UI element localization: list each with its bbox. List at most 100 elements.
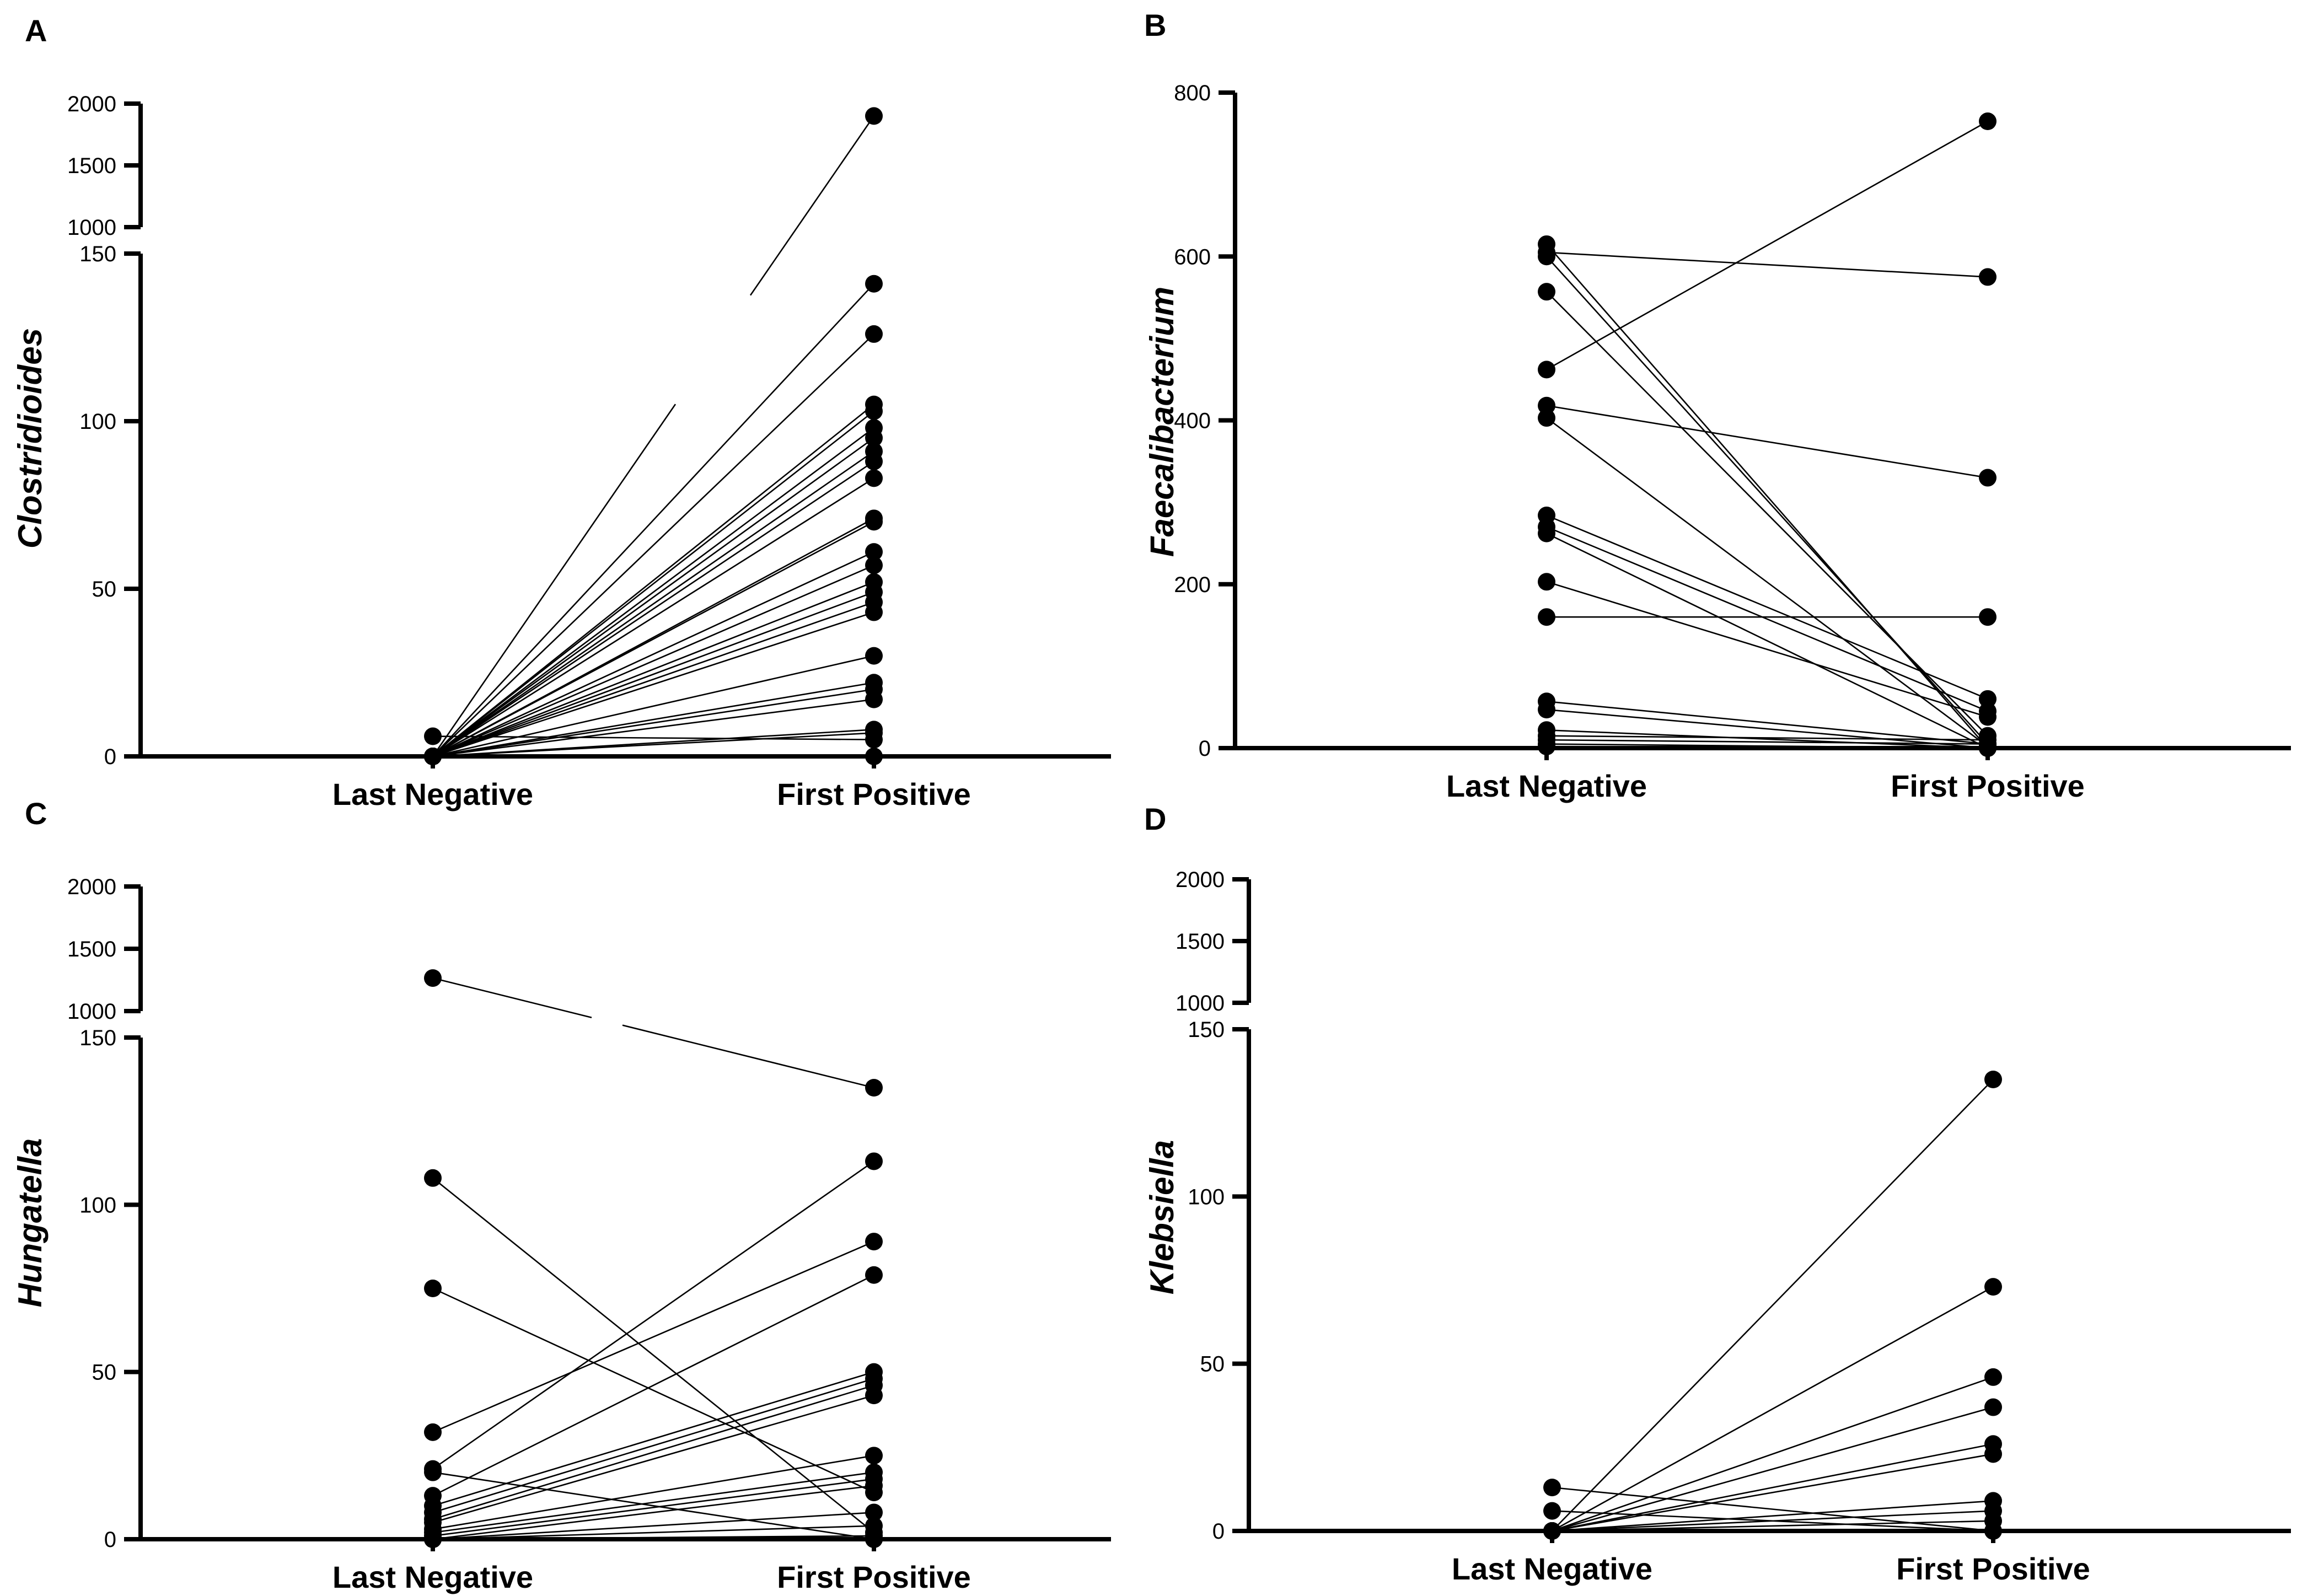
data-point-last-negative — [1538, 701, 1555, 719]
y-tick-label-upper: 1000 — [67, 999, 116, 1024]
data-point-first-positive — [1979, 112, 1997, 131]
pair-line — [1546, 708, 1988, 749]
data-point-first-positive — [865, 690, 883, 708]
pair-line — [1552, 1453, 1994, 1532]
x-category-label: First Positive — [777, 777, 971, 812]
pair-line — [1546, 120, 1988, 370]
x-category-label: Last Negative — [332, 1560, 533, 1594]
y-tick-label-upper: 2000 — [67, 875, 116, 899]
y-tick-label: 100 — [1188, 1185, 1225, 1209]
pair-line — [432, 1485, 874, 1540]
pair-line — [1546, 581, 1988, 718]
pair-line — [432, 450, 874, 757]
y-tick-label: 0 — [104, 1528, 116, 1552]
y-tick-label: 0 — [1199, 737, 1211, 761]
pair-line — [1546, 739, 1988, 745]
data-point-last-negative — [424, 1280, 442, 1297]
y-axis-title: Clostridioides — [12, 328, 49, 549]
data-point-last-negative — [1538, 283, 1555, 301]
y-tick-label: 200 — [1174, 573, 1211, 597]
y-tick-label-upper: 1000 — [1176, 991, 1225, 1015]
data-point-last-negative — [1538, 573, 1555, 591]
x-category-label: First Positive — [1891, 769, 2085, 803]
data-point-first-positive — [1979, 690, 1997, 708]
data-point-first-positive — [865, 469, 883, 487]
pair-line — [749, 115, 875, 296]
pair-line — [1552, 1500, 1994, 1532]
y-tick-label-upper: 2000 — [67, 92, 116, 116]
data-point-first-positive — [865, 402, 883, 420]
pair-line — [432, 655, 874, 757]
pair-line — [1552, 1443, 1994, 1532]
data-point-last-negative — [1538, 608, 1555, 626]
data-point-last-negative — [424, 1169, 442, 1187]
pair-line — [432, 477, 874, 757]
pair-line — [432, 437, 874, 757]
data-point-last-negative — [424, 969, 442, 987]
y-tick-label: 400 — [1174, 409, 1211, 433]
pair-line — [432, 1378, 874, 1513]
pair-line — [432, 1394, 874, 1523]
pair-line — [1552, 1520, 1994, 1532]
y-tick-label-upper: 1500 — [67, 937, 116, 961]
pair-line — [432, 1177, 874, 1533]
panel-letter: D — [1144, 802, 1166, 836]
pair-line — [432, 689, 874, 757]
data-point-last-negative — [1538, 524, 1555, 542]
pair-line — [1546, 291, 1988, 737]
data-point-first-positive — [865, 452, 883, 470]
data-point-first-positive — [1979, 608, 1997, 626]
y-tick-label: 800 — [1174, 81, 1211, 105]
x-category-label: First Positive — [777, 1560, 971, 1594]
data-point-last-negative — [1538, 738, 1555, 756]
y-axis-title: Hungatella — [12, 1138, 49, 1308]
y-tick-label: 600 — [1174, 245, 1211, 269]
pair-line — [432, 460, 874, 757]
pair-line — [432, 1287, 874, 1493]
data-point-first-positive — [1984, 1445, 2002, 1463]
pair-line — [1546, 417, 1988, 748]
data-point-first-positive — [1984, 1278, 2002, 1296]
data-point-first-positive — [865, 556, 883, 574]
data-point-first-positive — [1984, 1071, 2002, 1088]
pair-line — [432, 698, 874, 757]
y-tick-label: 100 — [79, 1193, 116, 1217]
pair-line — [432, 521, 874, 757]
pair-line — [432, 333, 874, 757]
y-tick-label-upper: 1500 — [67, 154, 116, 178]
x-category-label: Last Negative — [1452, 1551, 1652, 1586]
data-point-first-positive — [1979, 708, 1997, 726]
pair-line — [1552, 1286, 1994, 1532]
panel-letter: B — [1144, 8, 1166, 42]
data-point-first-positive — [865, 1152, 883, 1170]
pair-line — [432, 611, 874, 757]
panel-b: B 0 200 400 600 800 Last Negative First Positiv… — [1144, 8, 2291, 803]
pair-line — [1546, 729, 1988, 749]
data-point-last-negative — [1543, 1479, 1561, 1497]
data-point-first-positive — [865, 1503, 883, 1522]
pair-line — [432, 581, 874, 757]
y-axis-title: Klebsiella — [1144, 1140, 1180, 1294]
pair-line — [432, 1160, 874, 1470]
data-point-first-positive — [865, 543, 883, 561]
pair-line — [432, 732, 874, 757]
data-point-last-negative — [424, 748, 442, 765]
data-point-first-positive — [865, 1447, 883, 1465]
pair-line — [432, 1512, 874, 1540]
pair-line — [1546, 745, 1988, 749]
pair-line — [432, 410, 874, 757]
pair-line — [432, 427, 874, 757]
y-tick-label: 50 — [92, 577, 117, 601]
pair-line — [1546, 533, 1988, 749]
pair-line — [432, 551, 874, 757]
pair-line — [1546, 251, 1988, 278]
pair-line — [1552, 1079, 1994, 1531]
pair-line — [432, 1478, 874, 1537]
pair-line — [432, 283, 874, 757]
data-point-first-positive — [1979, 469, 1997, 487]
pair-line — [432, 1471, 874, 1534]
y-tick-label: 150 — [79, 242, 116, 266]
y-tick-label: 150 — [79, 1026, 116, 1050]
